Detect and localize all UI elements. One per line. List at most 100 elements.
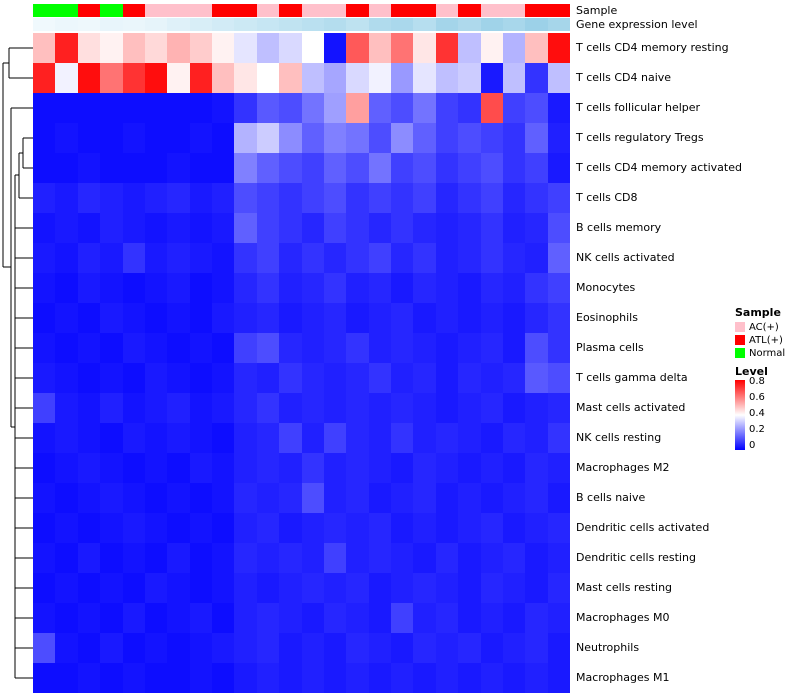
heatmap-cell xyxy=(391,183,414,213)
heatmap-cell xyxy=(323,633,347,663)
legend-swatch xyxy=(735,335,745,345)
heatmap-cell xyxy=(323,333,347,363)
gene-expression-annotation-cell xyxy=(167,18,190,31)
gene-expression-annotation-cell xyxy=(33,18,56,31)
heatmap-cell xyxy=(122,303,145,333)
heatmap-cell xyxy=(234,483,257,513)
heatmap-cell xyxy=(413,393,436,423)
gene-expression-annotation-cell xyxy=(77,18,101,31)
heatmap-cell xyxy=(122,243,145,273)
heatmap-cell xyxy=(122,393,145,423)
heatmap-cell xyxy=(458,63,481,93)
heatmap-cell xyxy=(480,243,503,273)
heatmap-cell xyxy=(502,243,526,273)
heatmap-cell xyxy=(55,393,78,423)
heatmap-cell xyxy=(55,543,78,573)
heatmap-cell xyxy=(33,543,56,573)
heatmap-cell xyxy=(346,363,369,393)
heatmap-cell xyxy=(480,183,503,213)
heatmap-cell xyxy=(77,33,101,63)
heatmap-cell xyxy=(301,333,324,363)
heatmap-cell xyxy=(100,153,123,183)
heatmap-cell xyxy=(391,423,414,453)
heatmap-cell xyxy=(33,453,56,483)
heatmap-cell xyxy=(547,123,570,153)
row-label: Mast cells resting xyxy=(576,581,673,594)
heatmap-cell xyxy=(525,153,548,183)
heatmap-cell xyxy=(323,543,347,573)
heatmap-cell xyxy=(55,123,78,153)
heatmap-cell xyxy=(212,663,235,693)
heatmap-cell xyxy=(413,273,436,303)
heatmap-cell xyxy=(346,663,369,693)
heatmap-cell xyxy=(77,633,101,663)
heatmap-cell xyxy=(55,663,78,693)
heatmap-cell xyxy=(77,603,101,633)
heatmap-cell xyxy=(391,363,414,393)
gene-expression-annotation-cell xyxy=(279,18,302,31)
heatmap-cell xyxy=(301,483,324,513)
heatmap-cell xyxy=(368,393,391,423)
heatmap-cell xyxy=(301,243,324,273)
heatmap-cell xyxy=(391,93,414,123)
heatmap-cell xyxy=(167,183,190,213)
heatmap-cell xyxy=(212,483,235,513)
heatmap-cell xyxy=(212,93,235,123)
heatmap-cell xyxy=(100,513,123,543)
heatmap-cell xyxy=(256,363,280,393)
heatmap-cell xyxy=(122,423,145,453)
heatmap-cell xyxy=(301,543,324,573)
heatmap-cell xyxy=(525,633,548,663)
heatmap-cell xyxy=(391,483,414,513)
heatmap-cell xyxy=(301,363,324,393)
heatmap-cell xyxy=(346,153,369,183)
heatmap-cell xyxy=(33,123,56,153)
heatmap-cell xyxy=(547,603,570,633)
heatmap-cell xyxy=(502,663,526,693)
heatmap-cell xyxy=(234,363,257,393)
sample-annotation-cell xyxy=(189,4,212,17)
gene-expression-annotation-cell xyxy=(525,18,548,31)
heatmap-cell xyxy=(525,243,548,273)
heatmap-cell xyxy=(368,663,391,693)
heatmap-cell xyxy=(279,303,302,333)
heatmap-cell xyxy=(502,93,526,123)
gene-expression-annotation-cell xyxy=(458,18,481,31)
heatmap-cell xyxy=(167,573,190,603)
heatmap-cell xyxy=(122,573,145,603)
heatmap-cell xyxy=(77,513,101,543)
heatmap-cell xyxy=(346,63,369,93)
row-label: B cells naive xyxy=(576,491,646,504)
level-tick-label: 0.6 xyxy=(749,392,765,403)
heatmap-cell xyxy=(55,513,78,543)
heatmap-cell xyxy=(413,483,436,513)
level-tick-label: 0.2 xyxy=(749,424,765,435)
heatmap-cell xyxy=(323,243,347,273)
heatmap-cell xyxy=(100,363,123,393)
heatmap-cell xyxy=(413,663,436,693)
heatmap-cell xyxy=(189,513,212,543)
heatmap-cell xyxy=(279,603,302,633)
heatmap-cell xyxy=(368,453,391,483)
heatmap-cell xyxy=(525,63,548,93)
heatmap-cell xyxy=(279,123,302,153)
gene-expression-annotation-cell xyxy=(55,18,78,31)
heatmap-cell xyxy=(502,183,526,213)
sample-annotation-cell xyxy=(144,4,168,17)
heatmap-cell xyxy=(480,423,503,453)
heatmap-cell xyxy=(279,663,302,693)
row-label: Mast cells activated xyxy=(576,401,686,414)
heatmap-cell xyxy=(279,243,302,273)
heatmap-cell xyxy=(144,363,168,393)
gene-expression-annotation-cell xyxy=(480,18,503,31)
heatmap-cell xyxy=(480,123,503,153)
heatmap-cell xyxy=(435,423,459,453)
heatmap-cell xyxy=(100,603,123,633)
heatmap-cell xyxy=(212,63,235,93)
heatmap-cell xyxy=(323,123,347,153)
sample-annotation-cell xyxy=(234,4,257,17)
heatmap-cell xyxy=(547,363,570,393)
gene-expression-annotation-cell xyxy=(100,18,123,31)
heatmap-cell xyxy=(33,423,56,453)
heatmap-cell xyxy=(391,273,414,303)
